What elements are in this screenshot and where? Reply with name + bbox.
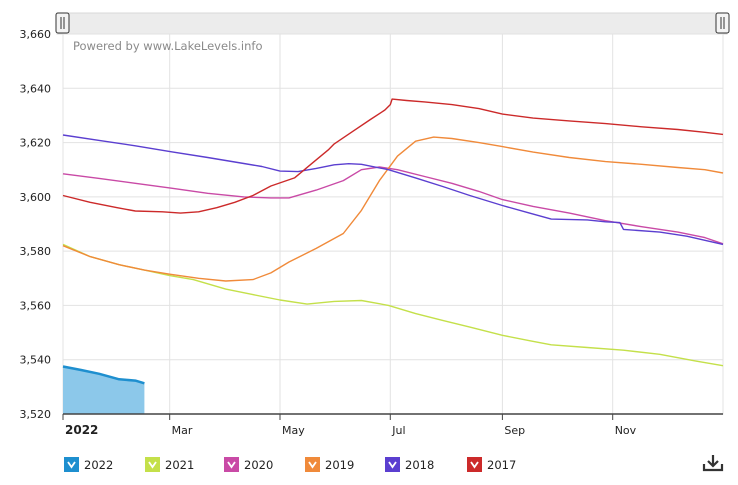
legend-item-2017[interactable]: 2017: [467, 457, 516, 472]
y-tick-label: 3,580: [20, 245, 52, 258]
x-tick-label: May: [282, 424, 305, 437]
legend-label: 2017: [487, 458, 516, 472]
legend-item-2020[interactable]: 2020: [224, 457, 273, 472]
navigator-handle-right[interactable]: [715, 12, 730, 34]
legend-item-2019[interactable]: 2019: [305, 457, 354, 472]
area-layer: [63, 366, 145, 414]
y-tick-label: 3,560: [20, 299, 52, 312]
series-area-2022: [63, 366, 145, 414]
legend-label: 2018: [405, 458, 434, 472]
check-chevron-icon: [467, 457, 482, 472]
y-tick-label: 3,620: [20, 137, 52, 150]
y-axis-ticks: 3,520 3,540 3,560 3,580 3,600 3,620 3,640 3,660: [20, 28, 52, 421]
x-tick-label: Nov: [615, 424, 637, 437]
watermark[interactable]: Powered by www.LakeLevels.info: [73, 39, 262, 53]
check-chevron-icon: [64, 457, 79, 472]
y-tick-label: 3,600: [20, 191, 52, 204]
x-tick-label: Mar: [172, 424, 193, 437]
check-chevron-icon: [145, 457, 160, 472]
navigator-handle-left[interactable]: [55, 12, 70, 34]
legend-item-2021[interactable]: 2021: [145, 457, 194, 472]
series-line-2017[interactable]: [62, 98, 724, 214]
legend-label: 2019: [325, 458, 354, 472]
legend-label: 2021: [165, 458, 194, 472]
x-axis-ticks: 2022 Mar May Jul Sep Nov: [62, 414, 637, 437]
y-tick-label: 3,540: [20, 354, 52, 367]
series-line-2021[interactable]: [62, 243, 724, 367]
series-line-2018[interactable]: [62, 134, 724, 246]
x-tick-label: 2022: [65, 423, 98, 437]
legend-label: 2022: [84, 458, 113, 472]
series-line-2019[interactable]: [62, 136, 724, 282]
series-layer: [62, 98, 724, 385]
legend: 2022 2021 2020 2019 2018 2017: [64, 457, 516, 472]
x-tick-label: Sep: [504, 424, 525, 437]
legend-item-2018[interactable]: 2018: [385, 457, 434, 472]
y-tick-label: 3,660: [20, 28, 52, 41]
navigator-track[interactable]: [56, 12, 728, 35]
x-tick-label: Jul: [391, 424, 405, 437]
download-icon[interactable]: [700, 452, 726, 476]
y-tick-label: 3,520: [20, 408, 52, 421]
check-chevron-icon: [305, 457, 320, 472]
legend-item-2022[interactable]: 2022: [64, 457, 113, 472]
check-chevron-icon: [385, 457, 400, 472]
check-chevron-icon: [224, 457, 239, 472]
series-line-2022[interactable]: [62, 365, 145, 385]
grid-lines: [63, 33, 723, 415]
legend-label: 2020: [244, 458, 273, 472]
y-tick-label: 3,640: [20, 82, 52, 95]
